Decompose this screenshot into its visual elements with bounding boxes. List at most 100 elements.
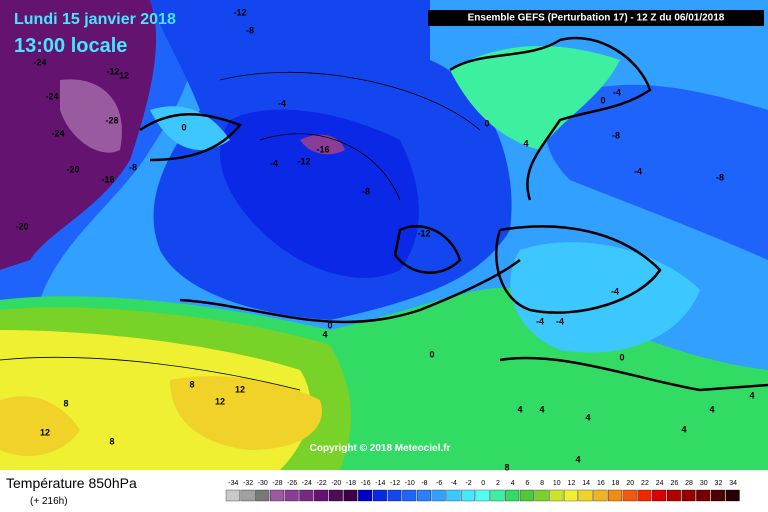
legend-label: -4 <box>451 480 457 487</box>
legend-swatch <box>446 489 461 502</box>
legend-label: -22 <box>316 480 326 487</box>
legend-label: -10 <box>405 480 415 487</box>
legend-label: 18 <box>612 480 620 487</box>
contour-label: 4 <box>681 424 686 434</box>
contour-label: 4 <box>585 412 590 422</box>
legend-swatch <box>622 489 637 502</box>
legend-swatch <box>563 489 578 502</box>
contour-label: 8 <box>504 462 509 472</box>
legend-label: 20 <box>626 480 634 487</box>
legend-swatch <box>431 489 446 502</box>
contour-label: 4 <box>575 454 580 464</box>
coastline <box>139 113 243 162</box>
contour-label: -4 <box>634 166 642 176</box>
contour-label: -8 <box>362 186 370 196</box>
legend-label: 24 <box>656 480 664 487</box>
contour-label: -4 <box>611 286 619 296</box>
contour-label: -16 <box>101 174 114 184</box>
coastline <box>495 225 662 314</box>
legend-swatch <box>343 489 358 502</box>
central-europe <box>510 242 700 353</box>
legend-label: -34 <box>228 480 238 487</box>
legend-swatch <box>225 489 240 502</box>
legend-label: -2 <box>465 480 471 487</box>
legend-swatch <box>519 489 534 502</box>
contour-label: -16 <box>316 144 329 154</box>
legend-swatch <box>255 489 270 502</box>
contour-label: -4 <box>278 98 286 108</box>
legend-swatch <box>505 489 520 502</box>
legend-label: -32 <box>243 480 253 487</box>
contour-label: 4 <box>517 404 522 414</box>
legend-swatch <box>549 489 564 502</box>
legend-label: 14 <box>582 480 590 487</box>
legend-label: 22 <box>641 480 649 487</box>
copyright: Copyright © 2018 Meteociel.fr <box>310 443 451 454</box>
legend-label: -14 <box>375 480 385 487</box>
isotherm <box>259 133 401 201</box>
contour-label: 4 <box>749 390 754 400</box>
run-banner <box>428 10 764 26</box>
legend-label: 10 <box>553 480 561 487</box>
footer-title: Température 850hPa <box>6 475 137 491</box>
legend-swatch <box>299 489 314 502</box>
legend-swatch <box>490 489 505 502</box>
legend-label: 26 <box>670 480 678 487</box>
legend-label: 2 <box>496 480 500 487</box>
contour-label: 0 <box>600 95 605 105</box>
legend-swatch <box>608 489 623 502</box>
legend-swatch <box>578 489 593 502</box>
legend-swatch <box>534 489 549 502</box>
contour-label: 0 <box>429 349 434 359</box>
legend-swatch <box>710 489 725 502</box>
legend-swatch <box>652 489 667 502</box>
legend-label: 28 <box>685 480 693 487</box>
contour-label: 0 <box>181 122 186 132</box>
legend-swatch <box>637 489 652 502</box>
contour-label: -20 <box>66 164 79 174</box>
contour-label: -4 <box>556 316 564 326</box>
legend-label: -26 <box>287 480 297 487</box>
legend-label: 6 <box>525 480 529 487</box>
legend-swatch <box>314 489 329 502</box>
legend-swatch <box>681 489 696 502</box>
contour-label: 0 <box>619 352 624 362</box>
contour-label: 12 <box>119 70 129 80</box>
contour-label: -4 <box>536 316 544 326</box>
contour-label: 0 <box>484 118 489 128</box>
legend-label: 8 <box>540 480 544 487</box>
contour-label: -24 <box>51 128 64 138</box>
legend-swatch <box>402 489 417 502</box>
contour-label: -28 <box>105 115 118 125</box>
run-info: Ensemble GEFS (Perturbation 17) - 12 Z d… <box>468 13 725 24</box>
contour-label: -24 <box>45 91 58 101</box>
contour-label: -4 <box>270 158 278 168</box>
legend-label: -28 <box>272 480 282 487</box>
contour-label: -12 <box>417 228 430 238</box>
contour-label: 8 <box>63 398 68 408</box>
legend-label: -18 <box>346 480 356 487</box>
contour-label: 12 <box>235 384 245 394</box>
legend-label: 0 <box>481 480 485 487</box>
contour-label: 12 <box>40 427 50 437</box>
contour-label: 0 <box>327 320 332 330</box>
contour-label: 12 <box>215 396 225 406</box>
subtropic-hot <box>170 376 322 450</box>
east-cold <box>546 84 768 260</box>
legend-label: 32 <box>715 480 723 487</box>
arctic-core <box>60 79 122 153</box>
legend-swatch <box>328 489 343 502</box>
legend-swatch <box>387 489 402 502</box>
contour-label: -12 <box>106 66 119 76</box>
contour-label: 8 <box>189 379 194 389</box>
legend-swatch <box>475 489 490 502</box>
legend-label: -30 <box>258 480 268 487</box>
contour-label: -24 <box>33 57 46 67</box>
coastline <box>499 356 768 392</box>
legend-label: 16 <box>597 480 605 487</box>
coastline <box>393 225 462 274</box>
map <box>0 0 768 470</box>
legend-label: -6 <box>436 480 442 487</box>
legend-swatch <box>416 489 431 502</box>
